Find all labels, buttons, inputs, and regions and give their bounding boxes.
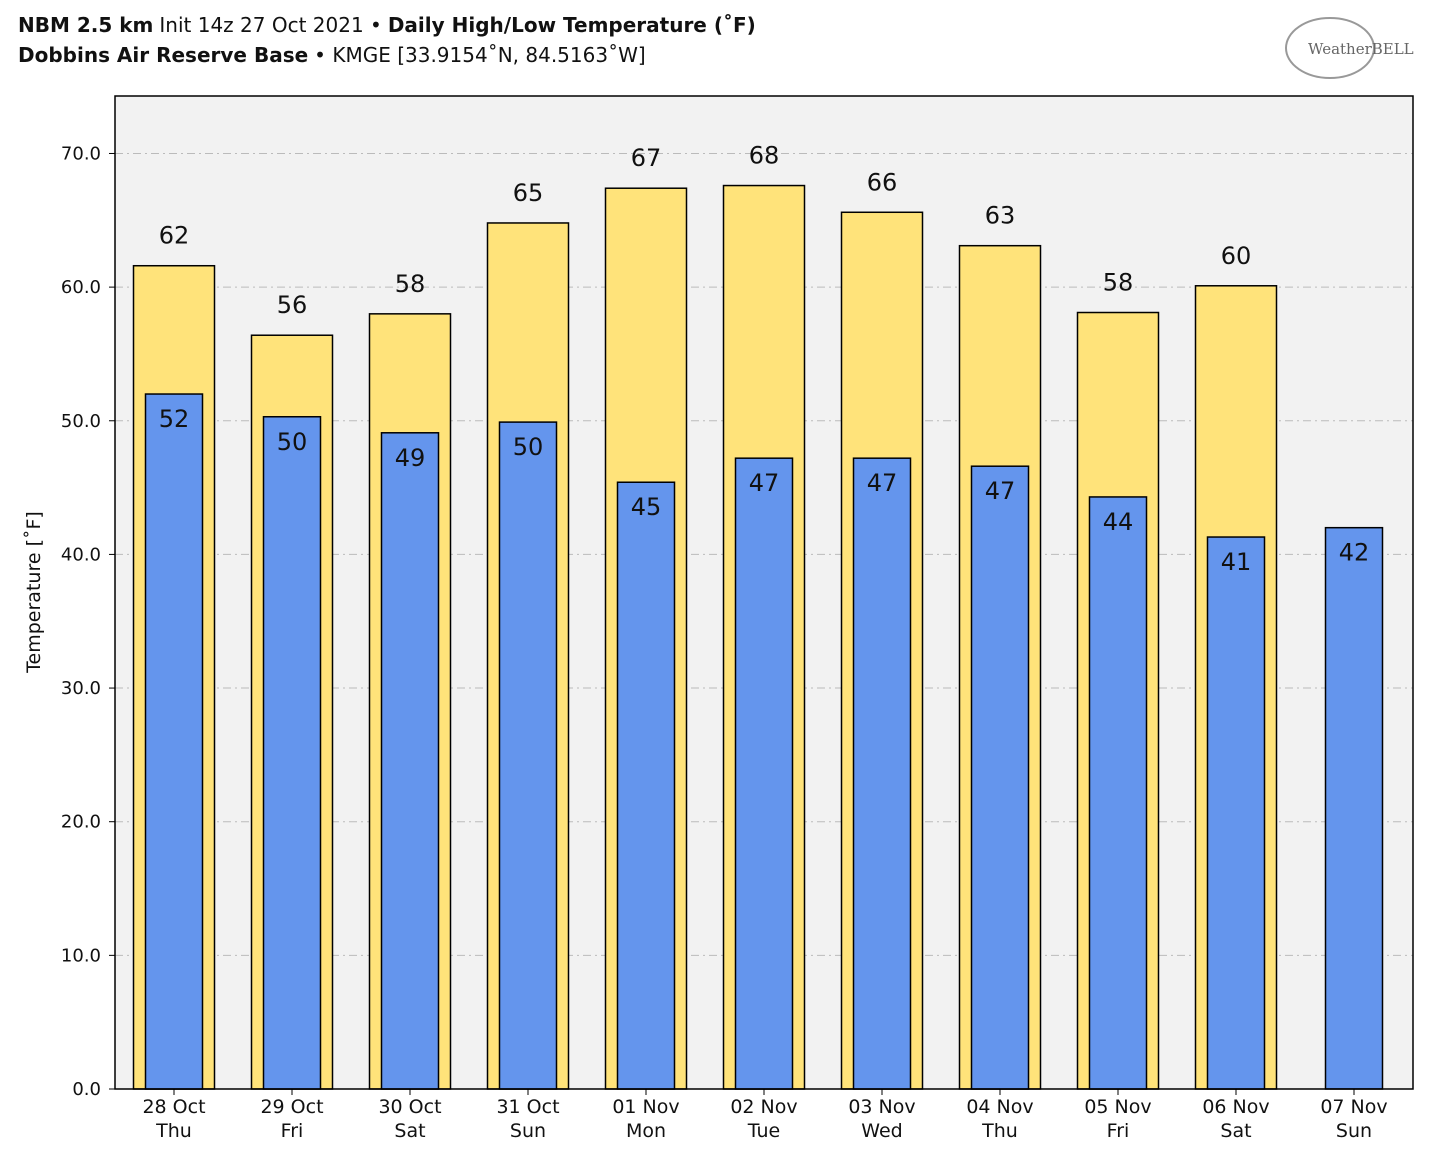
x-tick-label: 02 Nov [730, 1096, 797, 1118]
x-tick-sublabel: Sat [1220, 1120, 1251, 1142]
value-label: 56 [277, 291, 308, 319]
value-label: 58 [1103, 269, 1134, 297]
x-tick-label: 30 Oct [378, 1096, 441, 1118]
value-label: 62 [159, 222, 190, 250]
x-tick-label: 04 Nov [966, 1096, 1033, 1118]
logo: WeatherBELL [1308, 40, 1414, 58]
low-bar [1324, 526, 1384, 1090]
low-bar [262, 416, 322, 1090]
value-label: 58 [395, 270, 426, 298]
x-tick-sublabel: Thu [155, 1120, 192, 1142]
x-tick-sublabel: Thu [981, 1120, 1018, 1142]
value-label: 45 [631, 493, 662, 521]
value-label: 47 [749, 469, 780, 497]
x-tick-sublabel: Sat [394, 1120, 425, 1142]
x-tick-label: 29 Oct [260, 1096, 323, 1118]
low-bar [1088, 496, 1148, 1090]
title-model: NBM 2.5 km [18, 13, 153, 37]
x-tick-label: 31 Oct [496, 1096, 559, 1118]
value-label: 60 [1221, 242, 1252, 270]
x-tick-label: 28 Oct [142, 1096, 205, 1118]
logo-swirl [1285, 17, 1375, 79]
x-tick-label: 05 Nov [1084, 1096, 1151, 1118]
x-tick-label: 01 Nov [612, 1096, 679, 1118]
value-label: 49 [395, 444, 426, 472]
low-bar [380, 432, 440, 1090]
y-tick-label: 20.0 [61, 812, 101, 833]
low-bar [852, 457, 912, 1090]
x-tick-sublabel: Fri [1107, 1120, 1130, 1142]
title-main: Daily High/Low Temperature (˚F) [388, 13, 756, 37]
low-bar [734, 457, 794, 1090]
low-bar [1206, 536, 1266, 1090]
x-tick-sublabel: Fri [281, 1120, 304, 1142]
low-bar [970, 465, 1030, 1090]
x-tick-label: 06 Nov [1202, 1096, 1269, 1118]
value-label: 67 [631, 144, 662, 172]
value-label: 47 [985, 477, 1016, 505]
value-label: 42 [1339, 539, 1370, 567]
y-tick-label: 70.0 [61, 143, 101, 164]
x-tick-sublabel: Tue [747, 1120, 780, 1142]
y-tick-label: 30.0 [61, 678, 101, 699]
value-label: 66 [867, 168, 898, 196]
y-tick-label: 40.0 [61, 544, 101, 565]
value-label: 52 [159, 405, 190, 433]
y-tick-label: 50.0 [61, 411, 101, 432]
title-init: Init 14z 27 Oct 2021 • [159, 13, 381, 37]
subtitle-id: • KMGE [33.9154˚N, 84.5163˚W] [314, 43, 645, 67]
value-label: 47 [867, 469, 898, 497]
x-tick-sublabel: Mon [626, 1120, 666, 1142]
value-label: 65 [513, 179, 544, 207]
value-label: 68 [749, 142, 780, 170]
value-label: 63 [985, 202, 1016, 230]
y-tick-label: 60.0 [61, 277, 101, 298]
value-label: 50 [513, 433, 544, 461]
chart-subtitle: Dobbins Air Reserve Base • KMGE [33.9154˚… [18, 43, 646, 67]
y-tick-label: 10.0 [61, 945, 101, 966]
x-tick-label: 07 Nov [1320, 1096, 1387, 1118]
low-bar [498, 421, 558, 1090]
x-tick-sublabel: Sun [1336, 1120, 1372, 1142]
y-tick-label: 0.0 [72, 1079, 101, 1100]
subtitle-station: Dobbins Air Reserve Base [18, 43, 308, 67]
value-label: 44 [1103, 508, 1134, 536]
y-axis-label: Temperature [˚F] [23, 511, 45, 674]
x-tick-label: 03 Nov [848, 1096, 915, 1118]
low-bar [616, 481, 676, 1090]
plot-layer [115, 152, 1413, 1090]
value-label: 41 [1221, 548, 1252, 576]
chart-title: NBM 2.5 km Init 14z 27 Oct 2021 • Daily Hi… [18, 13, 756, 37]
value-label: 50 [277, 428, 308, 456]
x-tick-sublabel: Wed [861, 1120, 902, 1142]
low-bar [144, 393, 204, 1090]
x-tick-sublabel: Sun [510, 1120, 546, 1142]
